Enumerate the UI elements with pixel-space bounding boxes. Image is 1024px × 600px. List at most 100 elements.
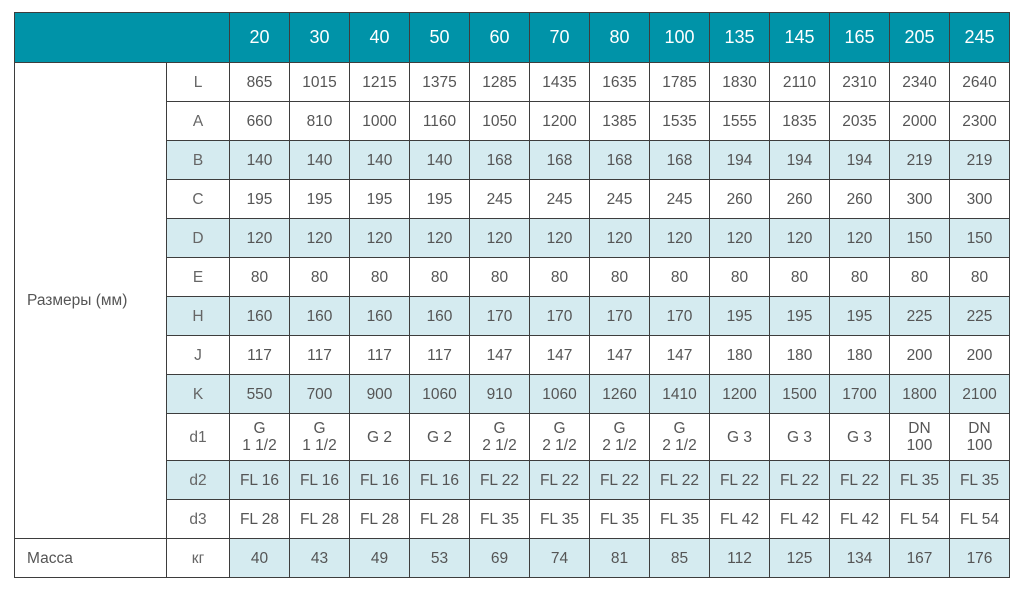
table-cell: 180 [769,335,830,375]
table-row-B: B 140 140 140 140 168 168 168 168 194 194 194 219 219 [15,140,1010,180]
table-row-K: K 550 700 900 1060 910 1060 1260 1410 1200 1500 170… [15,374,1010,414]
table-cell: 170 [469,296,530,336]
table-cell: 168 [529,140,590,180]
table-cell: 2310 [829,62,890,102]
table-cell: 1410 [649,374,710,414]
table-cell: 40 [229,538,290,578]
table-cell: FL 35 [949,460,1010,500]
table-cell: G 2 1/2 [649,413,710,461]
table-cell: 168 [469,140,530,180]
table-cell: 120 [649,218,710,258]
table-cell: 660 [229,101,290,141]
table-cell: 225 [889,296,950,336]
table-cell: 219 [889,140,950,180]
row-key: E [166,257,230,297]
table-cell: FL 54 [949,499,1010,539]
table-cell: 80 [589,257,650,297]
table-cell: 865 [229,62,290,102]
table-cell: FL 42 [769,499,830,539]
table-cell: 810 [289,101,350,141]
table-cell: 74 [529,538,590,578]
table-cell: 125 [769,538,830,578]
table-cell: 200 [889,335,950,375]
table-cell: 1785 [649,62,710,102]
header-size-80: 80 [589,12,650,63]
table-row-C: C 195 195 195 195 245 245 245 245 260 260 260 300 300 [15,179,1010,219]
table-row-J: J 117 117 117 117 147 147 147 147 180 180 180 200 200 [15,335,1010,375]
table-cell: FL 22 [709,460,770,500]
table-cell: 160 [229,296,290,336]
table-cell: 225 [949,296,1010,336]
header-size-135: 135 [709,12,770,63]
header-row: 20 30 40 50 60 70 80 100 135 145 165 205 245 [14,12,1010,63]
table-cell: FL 28 [409,499,470,539]
table-cell: 900 [349,374,410,414]
table-cell: 1835 [769,101,830,141]
table-cell: FL 16 [289,460,350,500]
table-cell: 147 [649,335,710,375]
table-cell: 260 [769,179,830,219]
table-cell: 80 [829,257,890,297]
table-cell: 120 [229,218,290,258]
header-size-245: 245 [949,12,1010,63]
header-blank-cell [14,12,230,63]
row-key: D [166,218,230,258]
table-cell: 245 [649,179,710,219]
table-cell: 147 [469,335,530,375]
table-cell: 69 [469,538,530,578]
table-cell: 80 [529,257,590,297]
table-cell: 1435 [529,62,590,102]
table-cell: 2035 [829,101,890,141]
table-cell: 160 [409,296,470,336]
row-key: H [166,296,230,336]
table-cell: 2300 [949,101,1010,141]
table-cell: 1700 [829,374,890,414]
table-cell: 1830 [709,62,770,102]
table-row-E: E 80 80 80 80 80 80 80 80 80 80 80 80 80 [15,257,1010,297]
row-key: A [166,101,230,141]
table-cell: 1285 [469,62,530,102]
table-cell: 80 [949,257,1010,297]
header-size-100: 100 [649,12,710,63]
row-key: K [166,374,230,414]
table-cell: 120 [469,218,530,258]
table-cell: 2100 [949,374,1010,414]
table-cell: 1800 [889,374,950,414]
table-cell: 300 [949,179,1010,219]
table-cell: 1375 [409,62,470,102]
table-cell: 85 [649,538,710,578]
table-cell: G 2 1/2 [469,413,530,461]
mass-label: Масса [14,538,167,578]
table-cell: FL 22 [589,460,650,500]
table-cell: FL 35 [469,499,530,539]
table-cell: 194 [709,140,770,180]
table-cell: 140 [229,140,290,180]
table-cell: 1200 [529,101,590,141]
table-cell: 1060 [409,374,470,414]
table-cell: FL 22 [829,460,890,500]
table-cell: 117 [289,335,350,375]
table-cell: 194 [829,140,890,180]
table-cell: 140 [289,140,350,180]
row-key: d1 [166,413,230,461]
table-cell: 200 [949,335,1010,375]
table-cell: 1215 [349,62,410,102]
table-cell: 2340 [889,62,950,102]
table-cell: 245 [469,179,530,219]
table-cell: FL 28 [349,499,410,539]
table-cell: 180 [709,335,770,375]
table-cell: 112 [709,538,770,578]
table-cell: 120 [289,218,350,258]
table-cell: 80 [769,257,830,297]
table-row-A: A 660 810 1000 1160 1050 1200 1385 1535 1555 1835 2… [15,101,1010,141]
table-cell: 147 [589,335,650,375]
table-cell: 53 [409,538,470,578]
header-size-205: 205 [889,12,950,63]
table-cell: 2110 [769,62,830,102]
table-cell: 167 [889,538,950,578]
table-cell: 80 [889,257,950,297]
table-row-L: Размеры (мм) L 865 1015 1215 1375 1285 1435 1635… [14,62,1010,539]
table-cell: 195 [829,296,890,336]
table-cell: 195 [229,179,290,219]
table-cell: G 1 1/2 [289,413,350,461]
